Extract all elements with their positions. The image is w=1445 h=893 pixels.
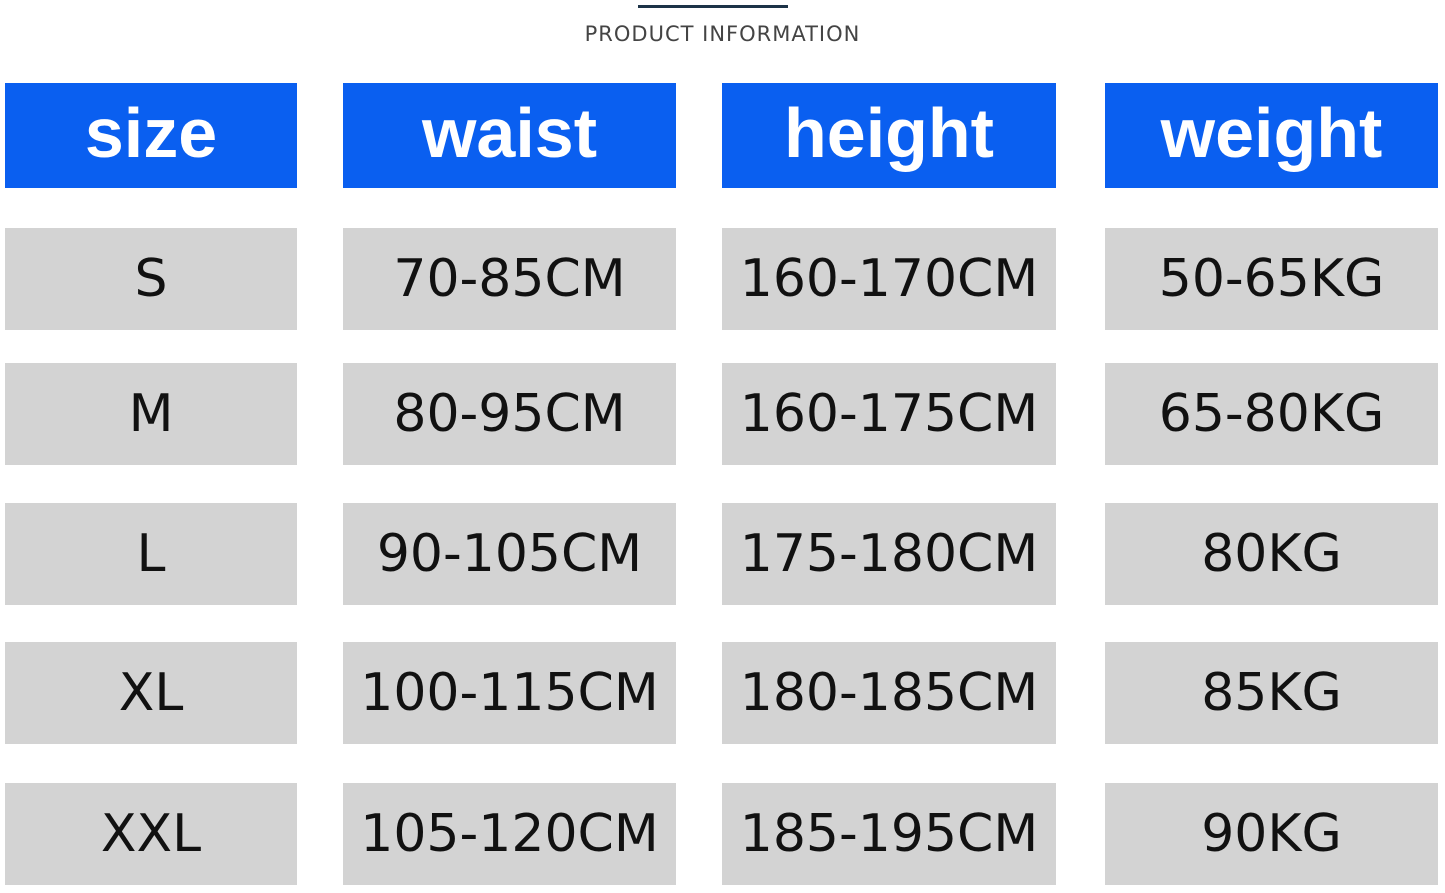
table-cell-height: 175-180CM: [722, 503, 1056, 605]
column-header-waist: waist: [343, 83, 676, 188]
table-cell-weight: 90KG: [1105, 783, 1438, 885]
table-cell-size: S: [5, 228, 297, 330]
table-cell-weight: 80KG: [1105, 503, 1438, 605]
table-cell-weight: 50-65KG: [1105, 228, 1438, 330]
table-cell-size: L: [5, 503, 297, 605]
table-cell-waist: 100-115CM: [343, 642, 676, 744]
table-cell-waist: 70-85CM: [343, 228, 676, 330]
table-cell-size: XXL: [5, 783, 297, 885]
column-header-weight: weight: [1105, 83, 1438, 188]
table-cell-height: 185-195CM: [722, 783, 1056, 885]
table-cell-height: 160-170CM: [722, 228, 1056, 330]
column-header-height: height: [722, 83, 1056, 188]
table-cell-weight: 65-80KG: [1105, 363, 1438, 465]
table-cell-size: XL: [5, 642, 297, 744]
title-decoration-line: [638, 5, 788, 8]
table-cell-size: M: [5, 363, 297, 465]
table-cell-weight: 85KG: [1105, 642, 1438, 744]
page-title: PRODUCT INFORMATION: [584, 22, 861, 46]
table-cell-waist: 80-95CM: [343, 363, 676, 465]
table-cell-waist: 90-105CM: [343, 503, 676, 605]
table-cell-waist: 105-120CM: [343, 783, 676, 885]
table-cell-height: 180-185CM: [722, 642, 1056, 744]
column-header-size: size: [5, 83, 297, 188]
table-cell-height: 160-175CM: [722, 363, 1056, 465]
